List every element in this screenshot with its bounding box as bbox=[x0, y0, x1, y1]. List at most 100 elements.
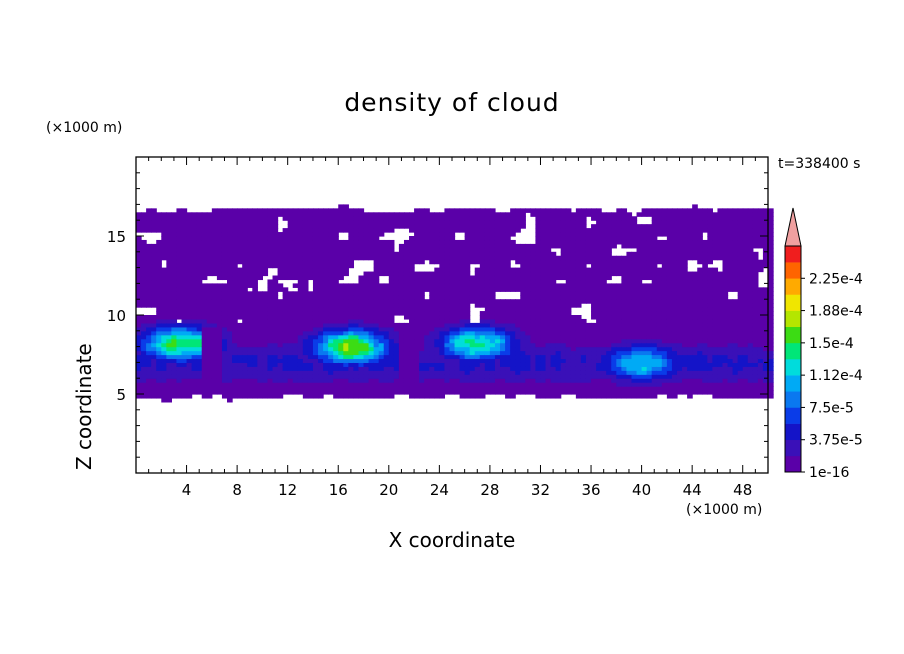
density-cell bbox=[312, 386, 319, 391]
density-cell bbox=[444, 271, 451, 277]
density-cell bbox=[252, 358, 258, 363]
density-cell bbox=[525, 311, 531, 316]
density-cell bbox=[318, 318, 324, 324]
density-cell bbox=[323, 330, 329, 336]
density-cell bbox=[682, 279, 688, 284]
density-cell bbox=[469, 370, 476, 375]
density-cell bbox=[641, 208, 648, 213]
density-cell bbox=[540, 236, 547, 241]
density-cell bbox=[282, 362, 289, 367]
density-cell bbox=[575, 354, 582, 360]
density-cell bbox=[383, 255, 390, 261]
density-cell bbox=[156, 224, 162, 229]
density-cell bbox=[176, 220, 183, 225]
density-cell bbox=[191, 342, 198, 348]
density-cell bbox=[373, 295, 380, 300]
density-cell bbox=[242, 295, 248, 300]
density-cell bbox=[383, 350, 390, 356]
density-cell bbox=[206, 386, 213, 391]
density-cell bbox=[196, 275, 203, 281]
density-cell bbox=[530, 362, 537, 367]
density-cell bbox=[166, 283, 172, 288]
density-cell bbox=[312, 362, 319, 367]
density-cell bbox=[136, 295, 142, 300]
density-cell bbox=[227, 370, 233, 375]
density-cell bbox=[318, 362, 324, 367]
density-cell bbox=[307, 370, 314, 375]
density-cell bbox=[474, 370, 481, 375]
density-cell bbox=[338, 239, 344, 245]
density-cell bbox=[545, 243, 552, 249]
density-cell bbox=[439, 354, 446, 360]
density-cell bbox=[373, 378, 380, 383]
density-cell bbox=[348, 358, 355, 363]
density-cell bbox=[191, 322, 198, 328]
density-cell bbox=[323, 243, 329, 249]
density-cell bbox=[151, 295, 157, 300]
density-cell bbox=[661, 358, 668, 363]
density-cell bbox=[333, 374, 339, 379]
density-cell bbox=[398, 386, 405, 391]
density-cell bbox=[585, 394, 592, 399]
density-cell bbox=[373, 216, 380, 221]
density-cell bbox=[565, 239, 572, 245]
density-cell bbox=[520, 334, 526, 340]
density-cell bbox=[565, 259, 572, 265]
density-cell bbox=[247, 295, 253, 300]
density-cell bbox=[525, 382, 531, 387]
density-cell bbox=[353, 224, 360, 229]
density-cell bbox=[353, 239, 360, 245]
density-cell bbox=[136, 287, 142, 292]
density-cell bbox=[419, 259, 425, 265]
density-cell bbox=[312, 326, 319, 332]
density-cell bbox=[424, 275, 430, 281]
density-cell bbox=[227, 334, 233, 340]
density-cell bbox=[318, 322, 324, 328]
density-cell bbox=[262, 259, 269, 265]
density-cell bbox=[550, 303, 557, 308]
density-cell bbox=[611, 271, 617, 277]
density-cell bbox=[227, 299, 233, 304]
density-cell bbox=[216, 370, 223, 375]
density-cell bbox=[196, 338, 203, 344]
density-cell bbox=[272, 216, 279, 221]
density-cell bbox=[403, 224, 410, 229]
density-cell bbox=[444, 315, 451, 320]
density-cell bbox=[211, 232, 218, 237]
density-cell bbox=[560, 212, 567, 217]
density-cell bbox=[515, 334, 521, 340]
density-cell bbox=[596, 307, 602, 312]
density-cell bbox=[302, 366, 309, 371]
density-cell bbox=[601, 322, 607, 328]
density-cell bbox=[398, 354, 405, 360]
density-cell bbox=[151, 224, 157, 229]
x-axis-unit: (×1000 m) bbox=[686, 502, 763, 518]
density-cell bbox=[550, 267, 557, 273]
density-cell bbox=[454, 350, 461, 356]
density-cell bbox=[166, 303, 172, 308]
density-cell bbox=[464, 220, 471, 225]
density-cell bbox=[221, 358, 228, 363]
density-cell bbox=[434, 224, 440, 229]
density-cell bbox=[676, 354, 683, 360]
density-cell bbox=[333, 386, 339, 391]
density-cell bbox=[388, 311, 395, 316]
density-cell bbox=[439, 259, 446, 265]
density-cell bbox=[666, 232, 673, 237]
density-cell bbox=[323, 236, 329, 241]
density-cell bbox=[353, 291, 360, 296]
density-cell bbox=[146, 354, 152, 360]
density-cell bbox=[166, 267, 172, 273]
density-cell bbox=[171, 338, 178, 344]
density-cell bbox=[565, 236, 572, 241]
density-cell bbox=[479, 378, 486, 383]
density-cell bbox=[176, 263, 183, 269]
density-cell bbox=[363, 358, 370, 363]
density-cell bbox=[580, 251, 587, 257]
density-cell bbox=[515, 354, 521, 360]
density-cell bbox=[520, 382, 526, 387]
density-cell bbox=[403, 307, 410, 312]
density-cell bbox=[287, 236, 294, 241]
density-cell bbox=[338, 271, 344, 277]
density-cell bbox=[262, 342, 269, 348]
